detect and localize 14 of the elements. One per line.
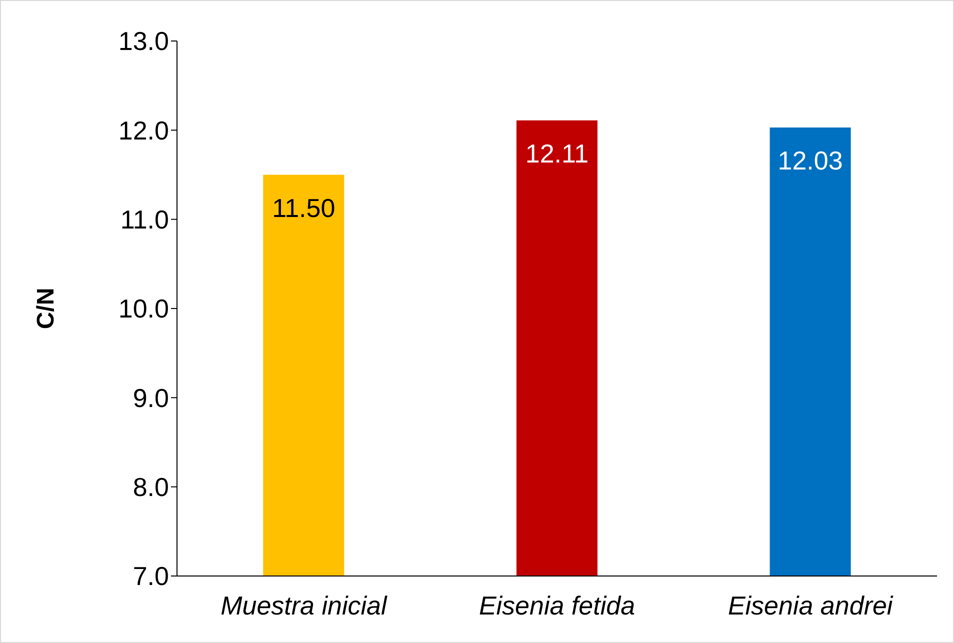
y-tick-label: 10.0 — [118, 294, 169, 324]
y-tick-label: 9.0 — [132, 382, 169, 413]
y-tick-label: 11.0 — [120, 204, 169, 235]
x-tick-label: Muestra inicial — [220, 590, 388, 620]
data-label: 12.11 — [525, 138, 589, 168]
y-tick-label: 8.0 — [132, 472, 169, 502]
y-axis-title: C/N — [32, 288, 60, 330]
data-label: 12.03 — [778, 145, 843, 176]
y-tick-label: 13.0 — [118, 26, 169, 56]
x-tick-label: Eisenia fetida — [478, 590, 636, 620]
y-tick-label: 12.0 — [118, 115, 169, 146]
data-label: 11.50 — [272, 192, 336, 223]
y-tick-label: 7.0 — [132, 561, 169, 592]
x-tick-label: Eisenia andrei — [728, 590, 894, 620]
